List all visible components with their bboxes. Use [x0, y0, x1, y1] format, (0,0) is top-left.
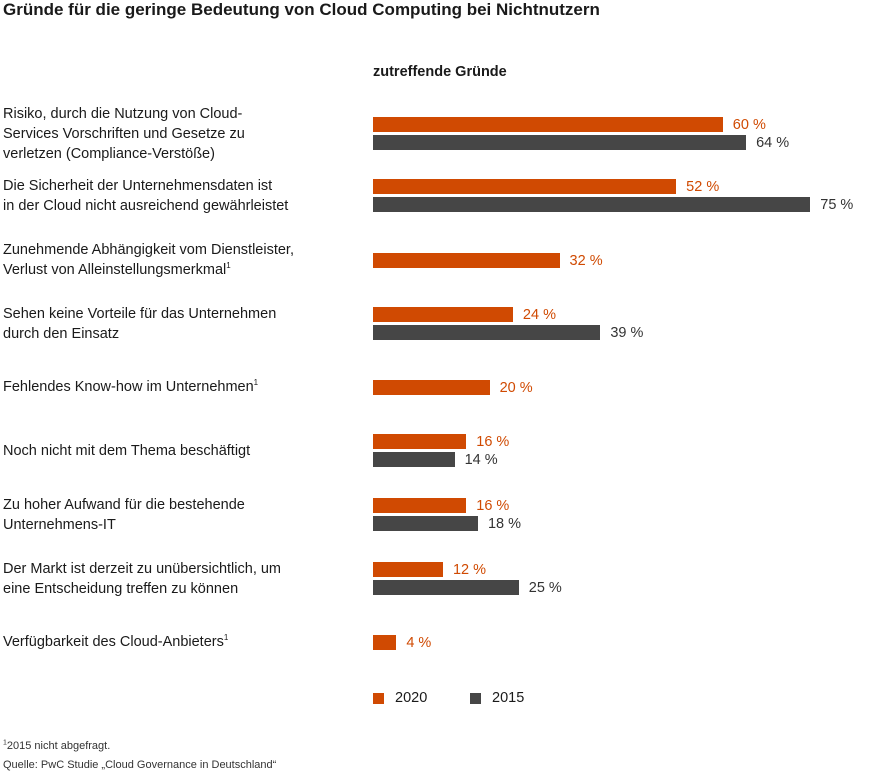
bar-2020 [373, 434, 467, 449]
value-label-2015: 39 % [610, 325, 644, 341]
footnote: 12015 nicht abgefragt. [3, 739, 111, 752]
bar-2020 [373, 379, 490, 395]
category-label-line: eine Entscheidung treffen zu können [3, 581, 239, 597]
category-label: Risiko, durch die Nutzung von Cloud- Serv… [3, 104, 343, 164]
category-label: Noch nicht mit dem Thema beschäftigt [3, 441, 343, 461]
chart-title: Gründe für die geringe Bedeutung von Clo… [3, 0, 600, 19]
legend-item-2020: 2020 [373, 690, 427, 706]
value-label-2020: 16 % [476, 434, 510, 450]
category-label-line: Risiko, durch die Nutzung von Cloud- [3, 106, 243, 122]
footnote-text: 2015 nicht abgefragt. [6, 740, 111, 752]
value-label-2015: 14 % [464, 452, 498, 468]
bar-2020 [373, 252, 560, 268]
value-label-2015: 75 % [820, 197, 854, 213]
value-label-2020: 60 % [732, 117, 766, 133]
bar-2015 [373, 452, 455, 467]
category-label-line: Sehen keine Vorteile für das Unternehmen [3, 306, 277, 322]
category-label: Sehen keine Vorteile für das Unternehmen… [3, 304, 343, 344]
category-label-line: Verlust von Alleinstellungsmerkmal [3, 262, 227, 278]
value-label-2020: 24 % [522, 307, 556, 323]
category-label-line: Der Markt ist derzeit zu unübersichtlich… [3, 561, 282, 577]
category-label: Zunehmende Abhängigkeit vom Dienstleiste… [3, 240, 343, 280]
category-label: Die Sicherheit der Unternehmensdaten ist… [3, 176, 343, 216]
value-label-2020: 12 % [452, 562, 487, 578]
bar-2020 [373, 307, 513, 322]
category-label-line: Verfügbarkeit des Cloud-Anbieters [3, 634, 224, 650]
bar-2015 [373, 580, 519, 595]
bar-2015 [373, 325, 601, 340]
footnote-reference: 1 [223, 633, 229, 643]
category-label: Der Markt ist derzeit zu unübersichtlich… [3, 559, 343, 599]
bar-2015 [373, 135, 747, 150]
legend-label-2015: 2015 [492, 690, 525, 706]
category-label-line: Services Vorschriften und Gesetze zu [3, 126, 245, 142]
value-label-2020: 20 % [499, 379, 533, 396]
category-label: Verfügbarkeit des Cloud-Anbieters1 [3, 632, 343, 652]
value-label-2015: 18 % [487, 516, 521, 532]
footnote-reference: 1 [226, 261, 231, 271]
bar-2015 [373, 516, 478, 531]
value-label-2020: 32 % [569, 252, 603, 269]
category-label-line: Die Sicherheit der Unternehmensdaten ist [3, 178, 273, 194]
value-label-2020: 16 % [476, 498, 510, 514]
category-label-line: in der Cloud nicht ausreichend gewährlei… [3, 198, 289, 214]
bar-2020 [373, 634, 397, 650]
category-label-line: Fehlendes Know-how im Unternehmen [3, 379, 254, 395]
category-label-line: Unternehmens-IT [3, 517, 116, 533]
bar-2020 [373, 562, 443, 577]
value-label-2020: 4 % [406, 634, 432, 651]
category-label-line: Zu hoher Aufwand für die bestehende [3, 497, 245, 513]
source-note: Quelle: PwC Studie „Cloud Governance in … [3, 759, 277, 771]
category-label: Fehlendes Know-how im Unternehmen1 [3, 377, 343, 397]
bar-2015 [373, 197, 811, 212]
bar-2020 [373, 179, 677, 194]
value-label-2015: 25 % [528, 580, 562, 596]
footnote-reference: 1 [253, 378, 259, 388]
category-label-line: durch den Einsatz [3, 326, 120, 342]
bar-2020 [373, 117, 723, 132]
value-label-2015: 64 % [756, 135, 790, 151]
legend-swatch-2020 [373, 692, 384, 704]
chart-subtitle: zutreffende Gründe [373, 64, 507, 80]
legend-swatch-2015 [470, 692, 481, 704]
category-label-line: verletzen (Compliance-Verstöße) [3, 146, 215, 162]
value-label-2020: 52 % [686, 179, 720, 195]
legend-label-2020: 2020 [395, 690, 428, 706]
footnote-mark: 1 [3, 739, 7, 747]
category-label-line: Noch nicht mit dem Thema beschäftigt [3, 443, 251, 459]
bar-2020 [373, 498, 467, 513]
category-label-line: Zunehmende Abhängigkeit vom Dienstleiste… [3, 242, 294, 258]
legend-item-2015: 2015 [470, 690, 524, 706]
category-label: Zu hoher Aufwand für die bestehende Unter… [3, 495, 343, 535]
